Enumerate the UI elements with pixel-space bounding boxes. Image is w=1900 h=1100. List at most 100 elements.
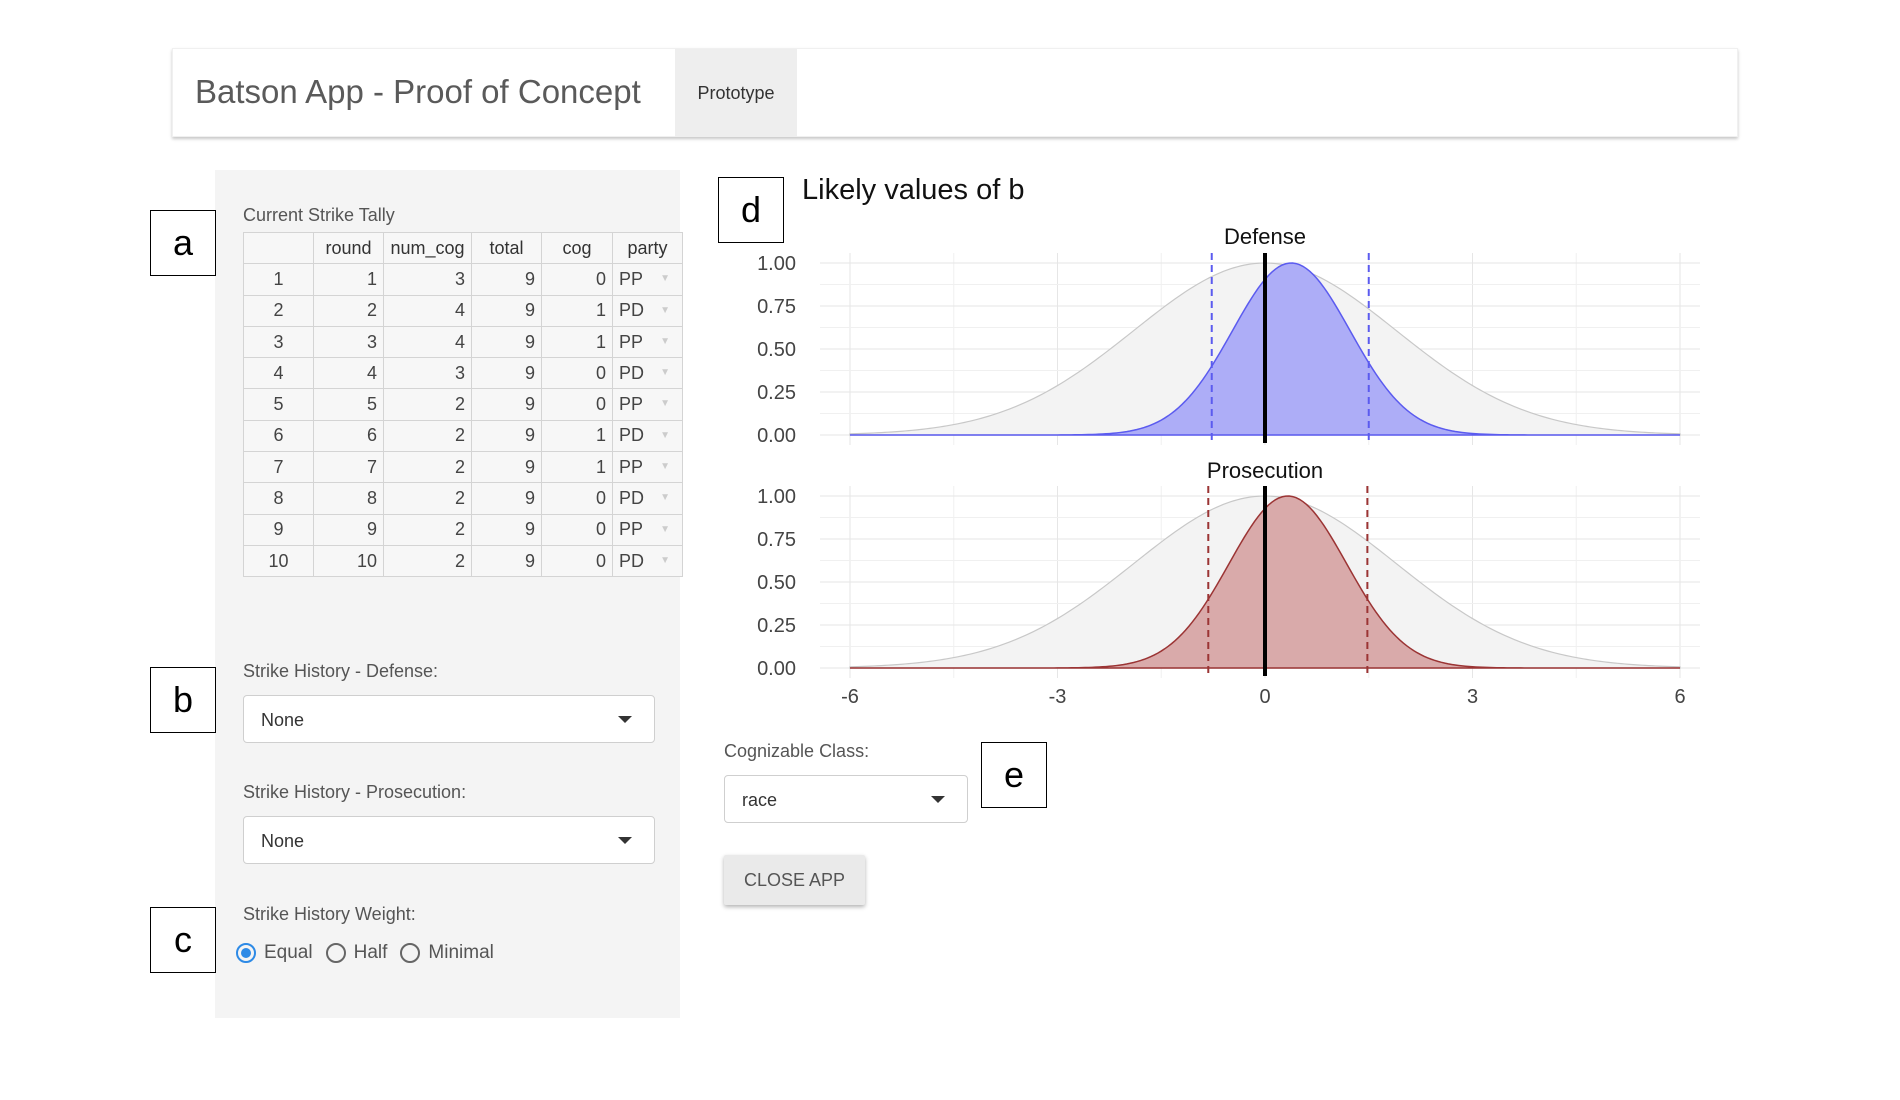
table-row[interactable]: 6 6 2 9 1 PD ▼ <box>243 419 683 453</box>
chevron-down-icon: ▼ <box>660 429 670 441</box>
table-cell: 6 <box>313 419 384 453</box>
table-header-cell[interactable]: round <box>313 231 384 265</box>
row-number: 7 <box>243 451 314 484</box>
party-cell[interactable]: PP ▼ <box>612 388 683 421</box>
row-number: 2 <box>243 294 314 327</box>
table-header-cell[interactable]: party <box>612 231 683 265</box>
y-tick-label: 0.50 <box>757 572 796 594</box>
table-cell: 9 <box>471 357 542 390</box>
table-cell: 2 <box>383 544 472 578</box>
x-tick-label: 0 <box>1259 686 1270 708</box>
chevron-down-icon: ▼ <box>660 304 670 316</box>
party-cell[interactable]: PD ▼ <box>612 544 683 578</box>
density-chart: Defense 0.00 0.25 0.50 0.75 1.00 Prosecution 0.… <box>757 224 1700 708</box>
close-app-button[interactable]: CLOSE APP <box>724 855 865 905</box>
table-row[interactable]: 9 9 2 9 0 PP ▼ <box>243 513 683 546</box>
x-tick-label: 3 <box>1467 686 1478 708</box>
y-tick-label: 0.00 <box>757 425 796 447</box>
table-cell: 1 <box>541 451 613 484</box>
strike-tally-table: round num_cog total cog party 1 1 3 9 0 PP ▼ 2 2… <box>243 231 683 578</box>
x-tick-label: -6 <box>841 686 859 708</box>
y-tick-label: 0.25 <box>757 382 796 404</box>
navbar: Batson App - Proof of Concept Prototype <box>172 48 1738 137</box>
chevron-down-icon: ▼ <box>660 461 670 473</box>
facet-title: Defense <box>1224 224 1306 249</box>
table-row[interactable]: 8 8 2 9 0 PD ▼ <box>243 482 683 515</box>
y-tick-label: 1.00 <box>757 253 796 275</box>
row-number: 9 <box>243 513 314 546</box>
table-cell: 1 <box>313 263 384 296</box>
table-row[interactable]: 7 7 2 9 1 PP ▼ <box>243 451 683 484</box>
party-cell[interactable]: PP ▼ <box>612 451 683 484</box>
table-cell: 2 <box>383 388 472 421</box>
table-cell: 2 <box>383 419 472 453</box>
annotation-e: e <box>981 742 1047 808</box>
table-row[interactable]: 4 4 3 9 0 PD ▼ <box>243 357 683 390</box>
party-cell[interactable]: PP ▼ <box>612 513 683 546</box>
chevron-down-icon: ▼ <box>660 523 670 535</box>
tab-prototype[interactable]: Prototype <box>675 49 797 137</box>
annotation-d: d <box>718 177 784 243</box>
chevron-down-icon <box>618 837 632 844</box>
cog-class-select[interactable]: race <box>724 775 968 823</box>
table-cell: 1 <box>541 419 613 453</box>
tally-label: Current Strike Tally <box>243 205 395 225</box>
table-cell: 0 <box>541 263 613 296</box>
table-cell: 9 <box>471 263 542 296</box>
chevron-down-icon: ▼ <box>660 367 670 379</box>
history-prosecution-select[interactable]: None <box>243 816 655 864</box>
party-cell[interactable]: PD ▼ <box>612 294 683 327</box>
annotation-b: b <box>150 667 216 733</box>
history-prosecution-label: Strike History - Prosecution: <box>243 782 467 802</box>
y-tick-label: 0.50 <box>757 339 796 361</box>
weight-radio-group: Equal Half Minimal <box>236 942 507 964</box>
table-cell: 2 <box>383 451 472 484</box>
table-cell: 9 <box>471 388 542 421</box>
row-number: 4 <box>243 357 314 390</box>
chart-title: Likely values of b <box>802 174 1025 206</box>
table-row[interactable]: 2 2 4 9 1 PD ▼ <box>243 294 683 327</box>
party-cell[interactable]: PD ▼ <box>612 357 683 390</box>
table-cell: 9 <box>471 482 542 515</box>
party-cell[interactable]: PP ▼ <box>612 325 683 359</box>
history-defense-value: None <box>261 710 305 730</box>
table-row[interactable]: 10 10 2 9 0 PD ▼ <box>243 544 683 578</box>
table-row[interactable]: 1 1 3 9 0 PP ▼ <box>243 263 683 296</box>
radio-half[interactable] <box>325 943 346 963</box>
table-row[interactable]: 5 5 2 9 0 PP ▼ <box>243 388 683 421</box>
row-number: 1 <box>243 263 314 296</box>
chevron-down-icon: ▼ <box>660 398 670 410</box>
table-header-index <box>243 231 314 265</box>
radio-half-label[interactable]: Half <box>353 942 388 963</box>
cog-class-label: Cognizable Class: <box>724 741 870 761</box>
radio-equal[interactable] <box>236 943 256 963</box>
row-number: 6 <box>243 419 314 453</box>
table-cell: 2 <box>383 482 472 515</box>
radio-minimal-label[interactable]: Minimal <box>428 942 494 963</box>
table-cell: 1 <box>541 325 613 359</box>
table-header-cell[interactable]: cog <box>541 231 613 265</box>
table-cell: 0 <box>541 388 613 421</box>
table-header-cell[interactable]: num_cog <box>383 231 472 265</box>
row-number: 3 <box>243 325 314 359</box>
party-cell[interactable]: PP ▼ <box>612 263 683 296</box>
table-header-cell[interactable]: total <box>471 231 542 265</box>
party-cell[interactable]: PD ▼ <box>612 419 683 453</box>
x-tick-label: 6 <box>1674 686 1685 708</box>
radio-equal-label[interactable]: Equal <box>264 942 313 963</box>
facet-title: Prosecution <box>1207 458 1323 483</box>
radio-minimal[interactable] <box>400 943 421 963</box>
table-cell: 8 <box>313 482 384 515</box>
table-cell: 3 <box>383 357 472 390</box>
y-tick-label: 0.00 <box>757 658 796 680</box>
table-cell: 7 <box>313 451 384 484</box>
party-cell[interactable]: PD ▼ <box>612 482 683 515</box>
row-number: 5 <box>243 388 314 421</box>
table-cell: 9 <box>471 294 542 327</box>
history-defense-select[interactable]: None <box>243 695 655 743</box>
table-cell: 9 <box>471 544 542 578</box>
table-row[interactable]: 3 3 4 9 1 PP ▼ <box>243 325 683 359</box>
chevron-down-icon: ▼ <box>660 492 670 504</box>
table-cell: 0 <box>541 482 613 515</box>
table-cell: 0 <box>541 513 613 546</box>
